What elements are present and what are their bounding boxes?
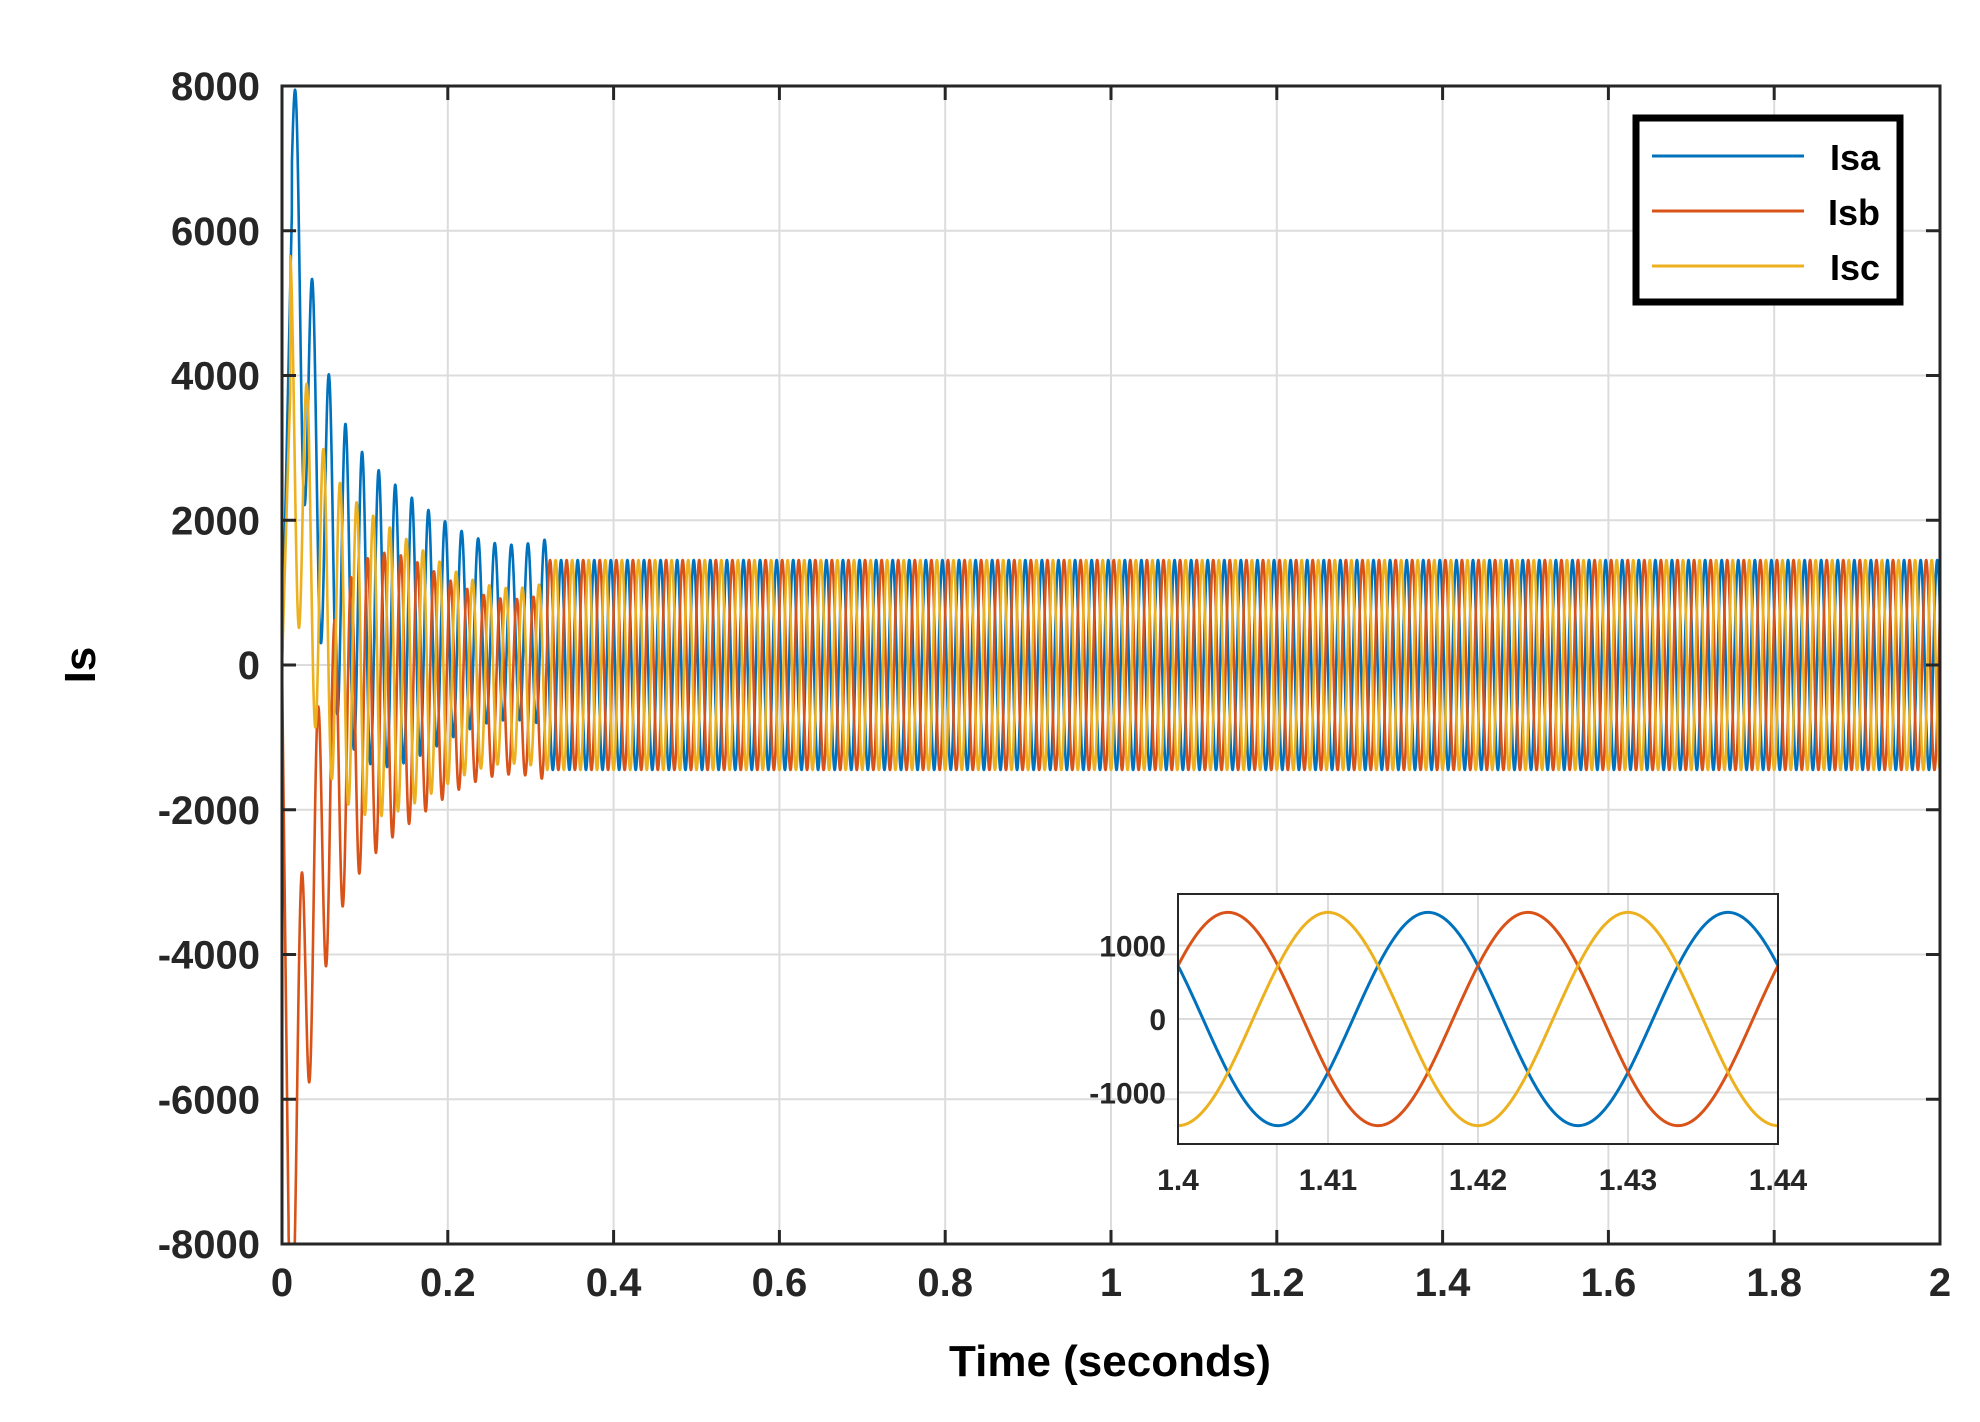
inset-series-group xyxy=(1176,910,1780,1128)
y-tick-label: 8000 xyxy=(171,65,260,109)
inset-plot-frame xyxy=(1177,893,1779,1145)
main-tick-labels: 0 0.2 0.4 0.6 0.8 1 1.2 1.4 1.6 1.8 2 -8000 -6000 -40… xyxy=(158,65,1951,1305)
x-tick-label: 1.6 xyxy=(1581,1261,1637,1305)
x-tick-label: 0.6 xyxy=(752,1261,808,1305)
legend-label-isc: Isc xyxy=(1830,247,1880,288)
inset-tick-labels: 1.4 1.41 1.42 1.43 1.44 -1000 0 1000 xyxy=(1089,930,1807,1197)
y-tick-label: -8000 xyxy=(158,1223,260,1267)
x-tick-label: 0.8 xyxy=(917,1261,973,1305)
x-tick-label: 1.4 xyxy=(1415,1261,1471,1305)
x-tick-label: 1.8 xyxy=(1746,1261,1802,1305)
x-tick-label: 1.2 xyxy=(1249,1261,1305,1305)
inset-y-tick-label: -1000 xyxy=(1089,1078,1166,1111)
y-tick-label: 4000 xyxy=(171,355,260,399)
y-tick-label: 2000 xyxy=(171,499,260,543)
legend: Isa Isb Isc xyxy=(1632,114,1904,306)
y-tick-label: 6000 xyxy=(171,210,260,254)
series-line-isc xyxy=(280,254,1942,818)
x-tick-label: 1 xyxy=(1100,1261,1122,1305)
main-tick-group xyxy=(280,84,1942,1246)
inset-x-tick-label: 1.43 xyxy=(1599,1164,1657,1197)
y-tick-label: -4000 xyxy=(158,934,260,978)
x-tick-label: 0 xyxy=(271,1261,293,1305)
inset-x-tick-label: 1.4 xyxy=(1157,1164,1199,1197)
x-tick-label: 0.4 xyxy=(586,1261,642,1305)
y-tick-label: -2000 xyxy=(158,789,260,833)
x-tick-label: 2 xyxy=(1929,1261,1951,1305)
main-series-group xyxy=(280,88,1942,1246)
inset-x-tick-label: 1.42 xyxy=(1449,1164,1507,1197)
x-tick-label: 0.2 xyxy=(420,1261,476,1305)
legend-label-isa: Isa xyxy=(1830,137,1881,178)
y-tick-label: 0 xyxy=(238,644,260,688)
x-axis-label: Time (seconds) xyxy=(949,1337,1271,1386)
inset-series-line-isc xyxy=(1177,910,1779,1128)
inset-x-tick-label: 1.44 xyxy=(1749,1164,1808,1197)
y-axis-label: Is xyxy=(56,647,105,684)
inset-y-tick-label: 1000 xyxy=(1099,930,1166,963)
inset-x-tick-label: 1.41 xyxy=(1299,1164,1357,1197)
legend-label-isb: Isb xyxy=(1828,192,1880,233)
inset-y-tick-label: 0 xyxy=(1149,1004,1166,1037)
y-tick-label: -6000 xyxy=(158,1078,260,1122)
